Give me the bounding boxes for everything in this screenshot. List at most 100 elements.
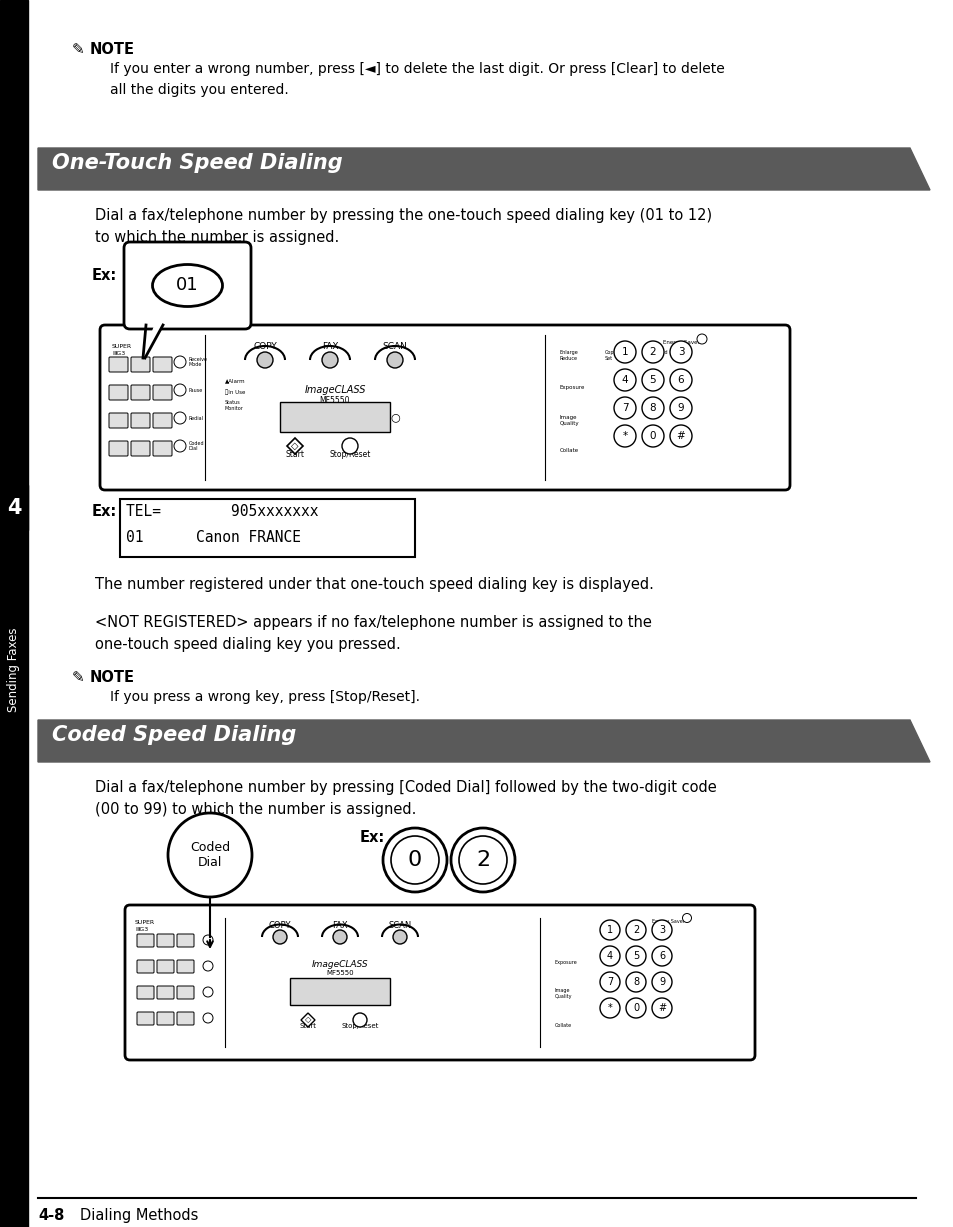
Text: Image
Quality: Image Quality [555,988,572,999]
FancyBboxPatch shape [137,960,153,973]
Text: Coded
Dial: Coded Dial [190,840,230,869]
FancyBboxPatch shape [125,906,754,1060]
Text: #: # [658,1002,665,1014]
FancyBboxPatch shape [137,1012,153,1025]
Text: NOTE: NOTE [90,670,135,685]
Text: SCAN: SCAN [388,921,411,930]
Text: MF5550: MF5550 [326,971,354,975]
Circle shape [614,398,636,418]
Text: 9: 9 [659,977,664,987]
Text: Stop/Reset: Stop/Reset [329,450,371,459]
Text: 6: 6 [659,951,664,961]
Text: 5: 5 [649,375,656,385]
Bar [120,499,415,557]
Text: SCAN: SCAN [382,342,407,351]
Circle shape [393,930,407,944]
Text: 01: 01 [176,276,198,294]
Text: COPY: COPY [269,921,291,930]
Circle shape [173,384,186,396]
Text: 8: 8 [649,402,656,413]
Circle shape [614,369,636,391]
FancyBboxPatch shape [109,413,128,428]
FancyBboxPatch shape [152,413,172,428]
Text: MF5550: MF5550 [319,396,350,405]
Circle shape [669,369,691,391]
Circle shape [599,946,619,966]
Text: 1: 1 [606,925,613,935]
Text: 0: 0 [408,850,421,870]
Circle shape [599,998,619,1018]
Circle shape [203,987,213,998]
FancyBboxPatch shape [177,934,193,947]
Text: 2-Sided: 2-Sided [649,350,668,355]
Text: 2: 2 [649,347,656,357]
Text: SUPER: SUPER [112,344,132,348]
Text: #: # [676,431,684,440]
Text: If you enter a wrong number, press [◄] to delete the last digit. Or press [Clear: If you enter a wrong number, press [◄] t… [110,63,724,97]
Circle shape [322,352,337,368]
Circle shape [625,920,645,940]
FancyBboxPatch shape [152,440,172,456]
FancyBboxPatch shape [124,242,251,329]
Text: Collate: Collate [559,448,578,453]
Circle shape [458,836,506,883]
Text: ◇: ◇ [304,1016,311,1025]
Text: ○: ○ [390,412,399,422]
Circle shape [614,341,636,363]
Text: Ex:: Ex: [91,267,117,283]
Polygon shape [38,148,929,190]
Text: ◇: ◇ [291,440,298,452]
Text: COPY: COPY [253,342,276,351]
FancyBboxPatch shape [137,934,153,947]
Text: Collate: Collate [555,1023,572,1028]
Ellipse shape [152,265,222,307]
Text: Coded
Dial: Coded Dial [189,440,204,452]
Text: Coded Speed Dialing: Coded Speed Dialing [52,725,296,745]
Circle shape [625,972,645,991]
Circle shape [641,369,663,391]
Text: Ex:: Ex: [359,829,385,845]
FancyBboxPatch shape [109,440,128,456]
Text: 4: 4 [621,375,628,385]
Circle shape [333,930,347,944]
Text: Copy
Set: Copy Set [604,350,617,361]
FancyBboxPatch shape [152,357,172,372]
Text: 3: 3 [659,925,664,935]
Circle shape [256,352,273,368]
Text: Stop/Reset: Stop/Reset [341,1023,378,1029]
Text: 01      Canon FRANCE: 01 Canon FRANCE [126,530,301,545]
Text: 8: 8 [632,977,639,987]
Text: TEL=        905xxxxxxx: TEL= 905xxxxxxx [126,504,318,519]
Text: *: * [607,1002,612,1014]
Text: The number registered under that one-touch speed dialing key is displayed.: The number registered under that one-tou… [95,577,653,591]
Text: 6: 6 [677,375,683,385]
Text: Exposure: Exposure [555,960,578,964]
Polygon shape [287,438,303,454]
Circle shape [681,913,691,923]
Circle shape [669,341,691,363]
Circle shape [341,438,357,454]
FancyBboxPatch shape [109,357,128,372]
Text: ⅢG3: ⅢG3 [112,351,125,356]
Text: Start: Start [285,450,304,459]
Circle shape [625,998,645,1018]
Text: NOTE: NOTE [90,42,135,56]
Text: 4: 4 [606,951,613,961]
Text: Exposure: Exposure [559,385,585,390]
Text: *: * [621,431,627,440]
Circle shape [168,814,252,897]
Circle shape [382,828,447,892]
Text: Pause: Pause [189,388,203,393]
Circle shape [697,334,706,344]
Text: ✎: ✎ [71,42,85,56]
Circle shape [273,930,287,944]
Circle shape [669,398,691,418]
Text: ⅢG3: ⅢG3 [135,928,148,933]
Circle shape [173,412,186,425]
Text: 2: 2 [632,925,639,935]
Circle shape [203,935,213,945]
Text: FAX: FAX [332,921,348,930]
FancyBboxPatch shape [157,960,173,973]
Text: 4-8: 4-8 [38,1209,64,1223]
Text: Dial a fax/telephone number by pressing the one-touch speed dialing key (01 to 1: Dial a fax/telephone number by pressing … [95,209,711,245]
